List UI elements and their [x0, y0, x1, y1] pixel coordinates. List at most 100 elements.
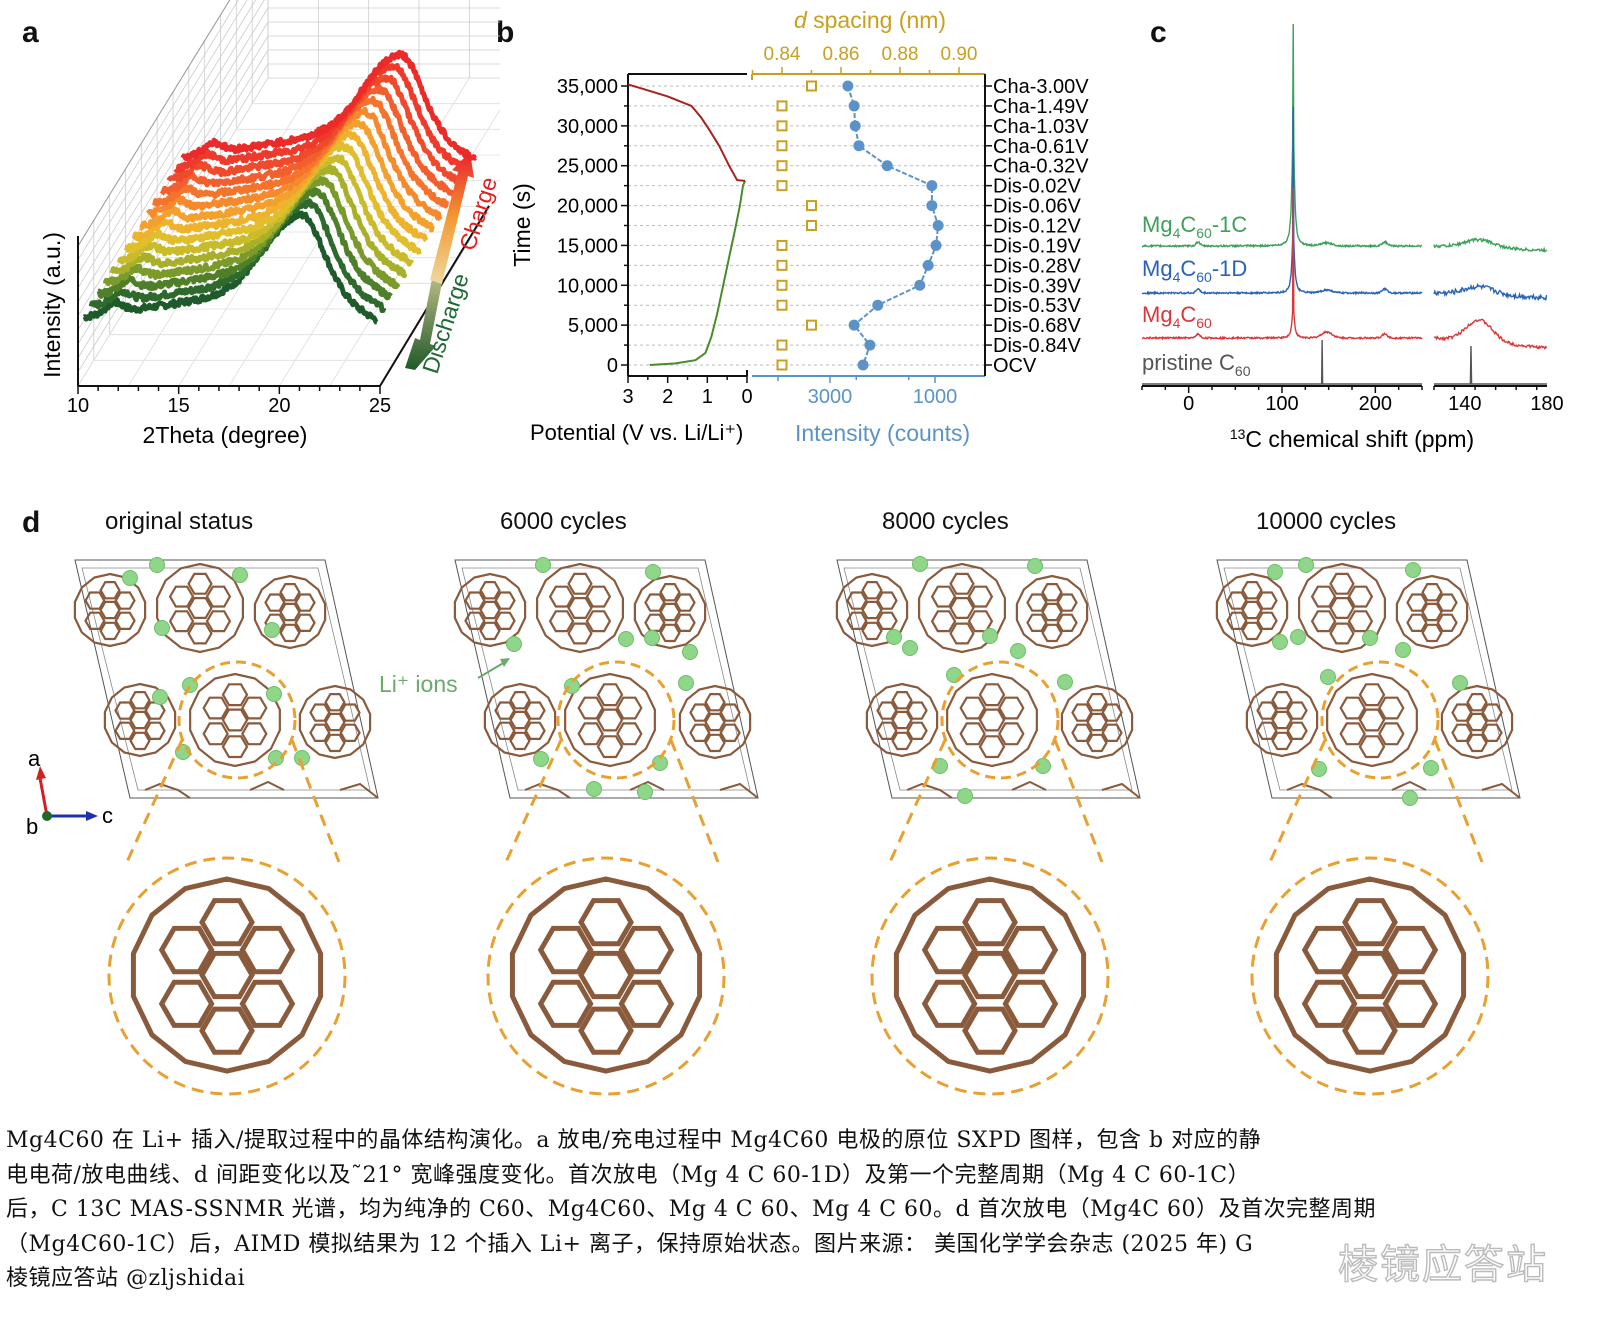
carbon-ring — [279, 582, 301, 602]
carbon-ring — [906, 721, 928, 740]
li-ion — [268, 750, 284, 766]
carbon-ring — [1329, 596, 1355, 620]
structure-panel-2 — [453, 557, 759, 1096]
zoom-line-left — [1268, 739, 1327, 863]
chart-b-potential-tick-label: 3 — [622, 386, 633, 408]
carbon-ring — [1342, 950, 1398, 1000]
carbon-ring — [861, 580, 883, 600]
discharge-curve — [649, 180, 746, 366]
carbon-ring — [548, 610, 575, 633]
carbon-ring — [1436, 613, 1458, 633]
carbon-ring — [168, 610, 195, 633]
carbon-ring — [1286, 721, 1308, 740]
li-ion — [266, 686, 282, 702]
fullerene-outline — [156, 562, 244, 654]
carbon-ring — [998, 696, 1025, 720]
dspacing-point — [806, 80, 817, 92]
carbon-ring — [846, 591, 868, 610]
carbon-ring — [144, 721, 166, 740]
carbon-ring — [99, 600, 121, 620]
carbon-ring — [479, 600, 501, 620]
chart-b-dspacing-tick-label: 0.84 — [764, 44, 801, 65]
fullerene-outline — [564, 672, 656, 768]
carbon-ring — [1002, 979, 1059, 1028]
dspacing-point — [776, 100, 788, 112]
xrd-series-2 — [88, 198, 387, 313]
carbon-ring — [479, 621, 501, 641]
nmr-series-label: Mg4C60 — [1142, 302, 1212, 331]
unit-cell — [836, 559, 1141, 799]
chart-b-state-label: Dis-0.68V — [993, 315, 1081, 337]
li-ion — [1272, 634, 1288, 650]
nmr-inset-series-3 — [1433, 318, 1548, 351]
nmr-inset-series-1 — [1433, 237, 1548, 253]
carbon-ring — [1056, 593, 1078, 612]
chart-c-axes — [1141, 385, 1547, 393]
carbon-ring — [537, 925, 594, 975]
carbon-ring — [1342, 1006, 1398, 1055]
chart-b-electrochem: 0 5,000 10,000 15,000 20,000 25,000 30,000 35,0… — [509, 7, 1089, 446]
carbon-ring — [1358, 708, 1386, 732]
chart-b-state-label: OCV — [993, 355, 1037, 377]
potential-axis-title: Potential (V vs. Li/Li⁺) — [530, 420, 743, 445]
carbon-ring — [567, 622, 593, 645]
carbon-ring — [158, 925, 215, 975]
carbon-ring — [1481, 723, 1503, 742]
fullerene-outline — [73, 572, 147, 648]
fullerene-outline — [946, 672, 1038, 768]
carbon-ring — [205, 585, 232, 608]
chart-b-state-label: Dis-0.53V — [993, 295, 1081, 317]
carbon-ring — [704, 733, 726, 753]
li-ion — [982, 628, 998, 644]
dspacing-point — [806, 200, 817, 212]
xlabel-text: C chemical shift (ppm) — [1245, 426, 1474, 452]
chart-c-ticks: 0 100 200 140 180 — [1183, 393, 1564, 415]
carbon-ring — [1241, 600, 1263, 620]
carbon-ring — [199, 1006, 255, 1055]
carbon-ring — [1358, 683, 1386, 707]
intensity-point — [857, 359, 869, 371]
nmr-series-3 — [1141, 187, 1423, 341]
chart-c-nmr: 0 100 200 140 180 Mg4C60-1C Mg4C60-1D Mg4C60 pr… — [1141, 23, 1564, 452]
fragment — [144, 780, 379, 799]
carbon-ring — [1256, 701, 1278, 720]
carbon-ring — [1406, 593, 1428, 612]
xrd-series-11 — [152, 95, 450, 209]
carbon-ring — [1086, 733, 1108, 753]
carbon-ring — [199, 898, 255, 947]
li-ion — [912, 556, 928, 572]
carbon-ring — [324, 733, 346, 753]
carbon-ring — [509, 710, 531, 730]
carbon-ring — [1347, 610, 1374, 633]
carbon-ring — [264, 593, 286, 612]
axis-a-arrow-icon — [36, 766, 46, 780]
chart-a-xtick-label: 20 — [268, 395, 290, 417]
li-ion — [264, 622, 280, 638]
intensity-point — [932, 220, 944, 231]
fullerene-outline — [865, 682, 939, 758]
dspacing-point — [806, 319, 817, 331]
chart-b-state-label: Cha-1.03V — [993, 116, 1089, 138]
enlarged-highlight-circle — [870, 856, 1110, 1096]
carbon-ring — [876, 611, 898, 631]
carbon-ring — [891, 710, 913, 730]
nmr-inset-series-pristine — [1434, 345, 1547, 385]
zoom-line-left — [504, 739, 563, 863]
carbon-ring — [618, 979, 675, 1028]
chart-b-state-label: Cha-3.00V — [993, 76, 1089, 98]
caption-line-4: （Mg4C60-1C）后，AIMD 模拟结果为 12 个插入 Li+ 离子，保持… — [6, 1231, 1254, 1257]
carbon-ring — [1382, 925, 1439, 975]
carbon-ring — [949, 622, 975, 645]
carbon-ring — [239, 979, 296, 1028]
li-ion — [1035, 758, 1051, 774]
chart-b-dspacing-ticks: 0.84 0.86 0.88 0.90 — [764, 44, 978, 65]
intensity-point — [872, 299, 884, 311]
fullerene-outline — [893, 876, 1087, 1074]
xrd-series-6 — [116, 154, 415, 267]
carbon-ring — [891, 731, 913, 751]
fullerene-outline — [130, 876, 324, 1074]
li-ion — [618, 631, 634, 647]
chart-c-xtick-label: 0 — [1183, 393, 1194, 415]
dspacing-point — [776, 140, 788, 152]
fullerene-outline — [1298, 562, 1386, 654]
